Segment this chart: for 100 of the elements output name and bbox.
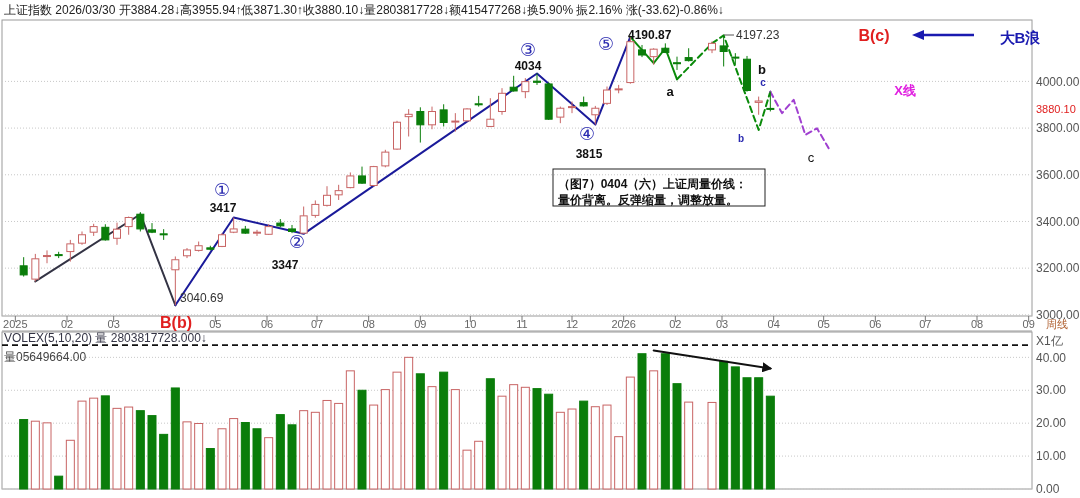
annotation: 量05649664.00 [4, 350, 87, 365]
candlestick [766, 91, 775, 112]
y-tick-label: 10.00 [1036, 449, 1067, 464]
bar [544, 393, 554, 490]
bar [485, 378, 495, 490]
candlestick [43, 249, 51, 264]
bar [380, 389, 390, 490]
candlestick [358, 166, 366, 185]
candlestick [66, 239, 75, 263]
annotation: b [758, 61, 767, 77]
bar [474, 440, 484, 490]
bar [42, 422, 52, 490]
candlestick [136, 211, 145, 232]
y-tick-label: 30.00 [1036, 383, 1067, 398]
candlestick [673, 56, 681, 71]
candlestick [404, 108, 413, 137]
bar [415, 373, 425, 490]
candlestick [323, 185, 331, 208]
x-tick-label: 05 [817, 318, 830, 330]
bar [602, 404, 612, 490]
candlestick [533, 72, 541, 86]
bar [77, 400, 87, 490]
candlestick [148, 222, 156, 234]
bar [194, 423, 204, 490]
x-tick-label: 11 [516, 318, 528, 330]
bar [252, 428, 262, 490]
bar [112, 407, 122, 490]
candlestick [299, 206, 308, 235]
candlestick [253, 229, 261, 237]
text: 3880.10 [1036, 102, 1076, 115]
y-tick-label: 20.00 [1036, 416, 1067, 431]
bar [54, 475, 64, 490]
bar [334, 402, 344, 490]
bar [555, 411, 565, 490]
bar [345, 370, 355, 490]
candlestick [603, 86, 611, 106]
bar [19, 419, 29, 490]
annotation: ⑤ [597, 34, 615, 55]
annotation: 3347 [271, 258, 299, 273]
y-tick-label: 3200.00 [1036, 261, 1080, 276]
annotation: 3040.69 [180, 291, 224, 306]
chart-title: VOLEX(5,10,20) 量 2803817728.000↓ [4, 331, 207, 345]
bar [310, 411, 320, 490]
bar [532, 388, 542, 490]
annotation: ④ [578, 124, 596, 145]
annotation: 量价背离。反弹缩量，调整放量。 [557, 193, 738, 208]
bar [637, 353, 647, 490]
candlestick [288, 224, 296, 234]
annotation: ① [213, 180, 231, 201]
x-tick-label: 08 [970, 318, 984, 330]
bar [322, 399, 332, 490]
candlestick [19, 256, 28, 278]
y-tick-label: 3800.00 [1036, 121, 1080, 136]
bar [182, 421, 192, 490]
bar [205, 448, 215, 490]
bar [30, 420, 40, 490]
y-axis-title: X1亿 [1036, 334, 1063, 348]
x-tick-label: 02 [60, 318, 74, 330]
bar [427, 386, 437, 490]
annotation: 4190.87 [628, 28, 672, 43]
annotation: ③ [519, 40, 537, 61]
annotation: （图7）0404（六）上证周量价线： [558, 177, 748, 192]
bar [672, 383, 682, 490]
bar [497, 395, 507, 490]
bar [730, 366, 740, 490]
candlestick [416, 106, 425, 144]
bar [590, 406, 600, 490]
bar [509, 384, 519, 490]
bar [754, 377, 764, 490]
bar [170, 387, 180, 490]
y-tick-label: 3600.00 [1036, 167, 1080, 182]
x-tick-label: 06 [260, 318, 274, 330]
bar [100, 395, 110, 490]
candlestick [113, 222, 121, 246]
bar [264, 437, 274, 490]
bar [229, 418, 239, 490]
bar [462, 449, 472, 490]
bar [719, 360, 729, 490]
x-tick-label: 04 [767, 318, 780, 330]
bar [299, 410, 309, 490]
bar [660, 353, 670, 490]
candlestick [591, 105, 600, 126]
annotation: B(c) [858, 26, 890, 44]
x-tick-label: 09 [414, 318, 427, 330]
x-tick-label: 09 [1022, 318, 1035, 330]
annotation: X线 [894, 82, 916, 98]
annotation: 3417 [209, 201, 237, 216]
bar [124, 406, 134, 490]
bar [579, 400, 589, 490]
candlestick [31, 253, 40, 282]
bar [567, 408, 577, 490]
annotation: b [737, 132, 745, 144]
bar [625, 376, 635, 490]
x-tick-label: 08 [362, 318, 375, 330]
line-series [769, 90, 830, 150]
bar [742, 377, 752, 490]
annotation: c [807, 149, 815, 165]
x-tick-label: 06 [869, 318, 882, 330]
annotation: 4197.23 [736, 28, 780, 43]
annotation: a [666, 83, 675, 99]
